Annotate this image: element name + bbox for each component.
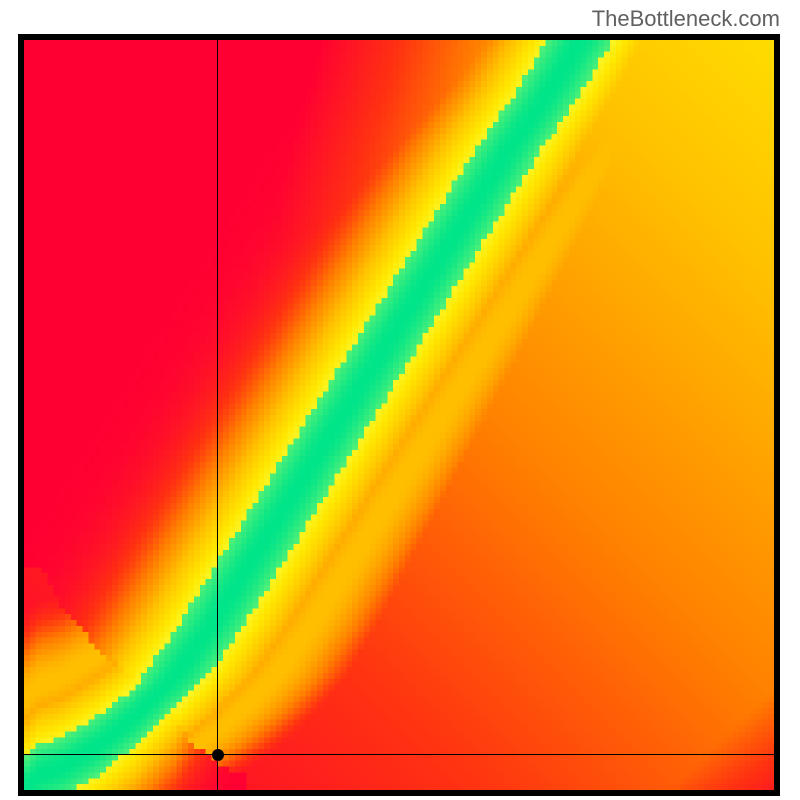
- plot-border: [18, 34, 780, 796]
- watermark-text: TheBottleneck.com: [592, 6, 780, 32]
